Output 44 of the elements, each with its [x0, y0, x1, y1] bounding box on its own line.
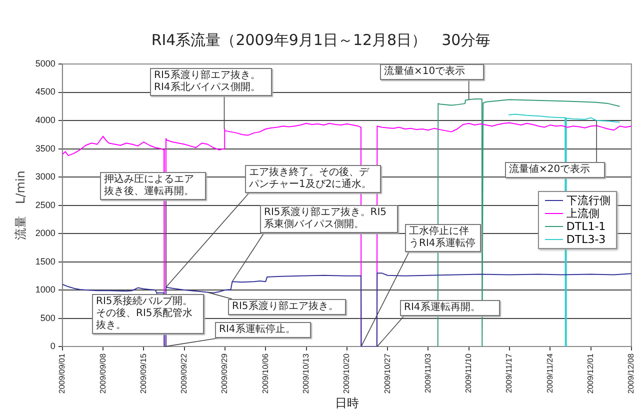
x-tick-label: 2009/10/13	[301, 353, 310, 394]
x-tick-label: 2009/10/20	[342, 353, 352, 394]
annotation: 工水停止に伴うRI4系運転停	[405, 224, 481, 252]
legend-label: DTL1-1	[566, 220, 606, 234]
y-tick-label: 1000	[35, 284, 56, 295]
y-axis-title: 流量 L/min	[13, 170, 28, 240]
x-axis-title: 日時	[334, 396, 359, 410]
x-tick-label: 2009/11/03	[423, 353, 432, 394]
x-tick-label: 2009/09/29	[220, 353, 230, 394]
x-tick-label: 2009/09/15	[138, 353, 148, 394]
y-tick-label: 3000	[35, 172, 56, 182]
x-tick-label: 2009/11/17	[504, 353, 514, 394]
y-tick-label: 2000	[35, 228, 56, 238]
y-tick-label: 1500	[35, 256, 56, 266]
annotation: エア抜き終了。その後、デパンチャー1及び2に通水。	[245, 165, 381, 193]
x-tick-label: 2009/11/10	[464, 353, 474, 394]
y-tick-label: 4000	[35, 114, 56, 125]
y-tick-label: 2500	[35, 200, 56, 210]
y-tick-label: 5000	[35, 58, 56, 68]
legend-label: DTL3-3	[566, 233, 606, 246]
y-tick-label: 0	[50, 341, 56, 352]
y-tick-label: 4500	[35, 86, 56, 97]
x-tick-label: 2009/10/06	[260, 353, 270, 394]
y-tick-label: 3500	[35, 143, 56, 154]
x-tick-label: 2009/12/08	[626, 353, 636, 394]
annotation: 流量値×20で表示	[505, 162, 605, 178]
annotation: RI4系運転再開。	[400, 300, 500, 316]
chart-title: RI4系流量（2009年9月1日～12月8日） 30分毎	[151, 30, 491, 49]
annotation: RI5系接続バルブ開。その後、RI5系配管水抜き。	[92, 294, 204, 334]
annotation: RI5系渡り部エア抜き。	[228, 299, 346, 315]
annotation: 流量値×10で表示	[380, 64, 484, 80]
y-tick-label: 500	[40, 312, 56, 323]
annotation: 押込み圧によるエア抜き後、運転再開。	[100, 172, 206, 200]
legend-label: 上流側	[566, 207, 600, 220]
x-tick-label: 2009/10/27	[382, 353, 392, 394]
x-tick-label: 2009/09/01	[58, 353, 67, 394]
annotation: RI5系渡り部エア抜き。RI4系北バイパス側開。	[150, 68, 272, 96]
legend-label: 下流行側	[566, 194, 610, 208]
x-tick-label: 2009/11/24	[545, 353, 554, 394]
x-tick-label: 2009/12/01	[586, 353, 595, 394]
x-tick-label: 2009/09/22	[180, 353, 189, 394]
annotation: RI4系運転停止。	[215, 322, 311, 338]
annotation: RI5系渡り部エア抜き。RI5系東側バイパス側開。	[260, 205, 398, 233]
x-tick-label: 2009/09/08	[98, 353, 108, 394]
